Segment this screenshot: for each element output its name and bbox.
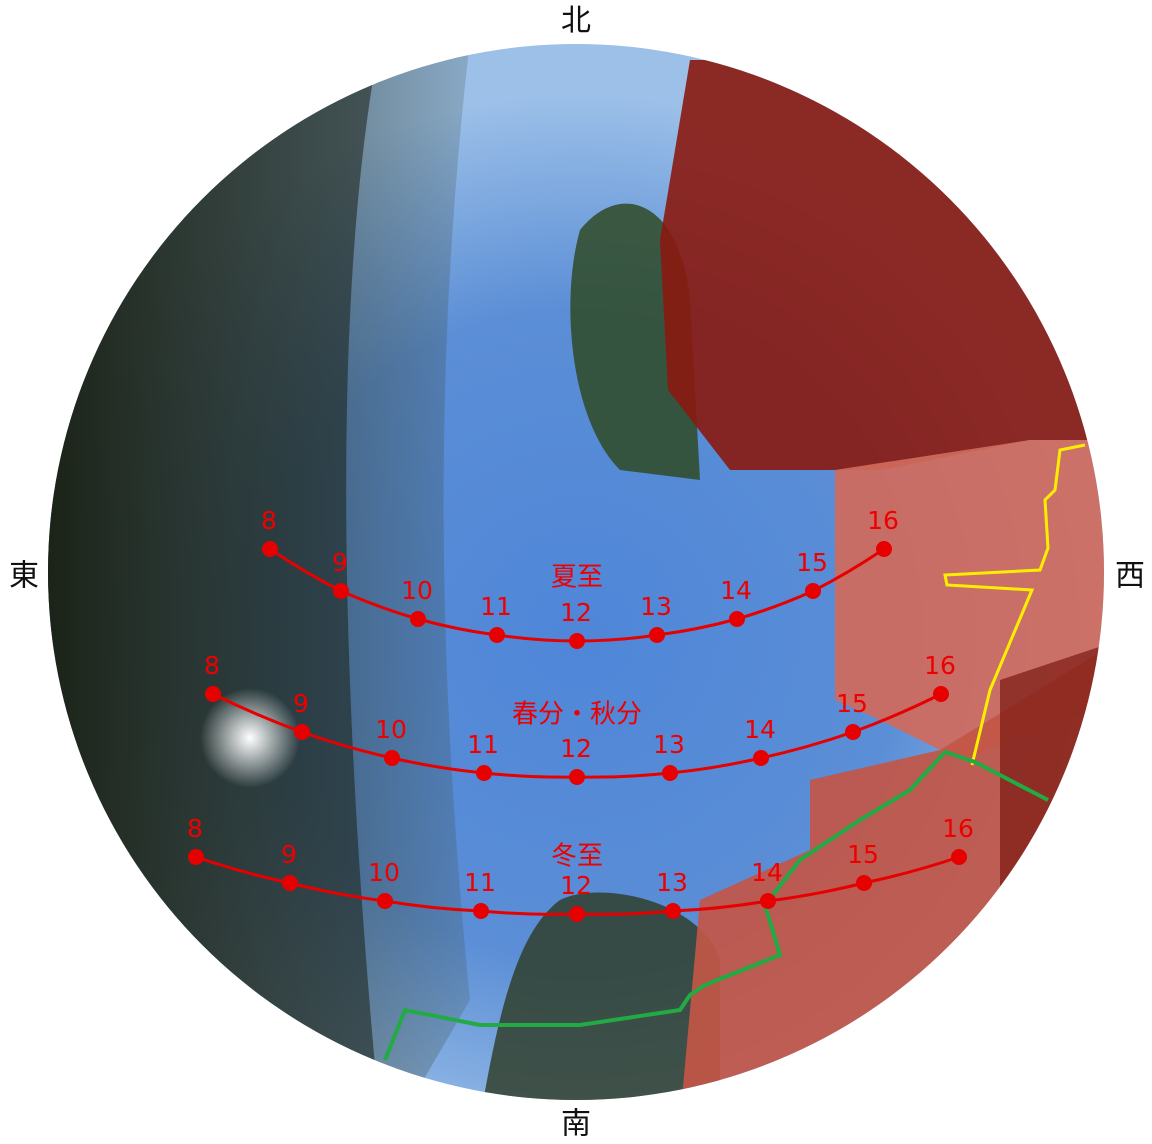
season-label: 春分・秋分 bbox=[512, 700, 642, 730]
hour-label: 16 bbox=[924, 651, 956, 680]
compass-south: 南 bbox=[561, 1107, 591, 1142]
hour-dot bbox=[569, 906, 585, 922]
hour-dot bbox=[333, 583, 349, 599]
hour-label: 13 bbox=[640, 592, 672, 621]
hour-dot bbox=[876, 541, 892, 557]
compass-west: 西 bbox=[1115, 559, 1145, 594]
hour-label: 9 bbox=[281, 840, 297, 869]
season-label: 夏至 bbox=[551, 563, 603, 593]
hour-label: 11 bbox=[467, 730, 499, 759]
hour-label: 14 bbox=[751, 858, 783, 887]
hour-label: 16 bbox=[867, 506, 899, 535]
hour-dot bbox=[729, 611, 745, 627]
hour-dot bbox=[753, 750, 769, 766]
hour-label: 12 bbox=[560, 734, 592, 763]
sun-paths: 夏至 8 9 10 11 12 13 14 15 16 春分・秋分 8 9 10 11 12 13 14 15 16 冬… bbox=[187, 506, 974, 922]
hour-dot bbox=[951, 849, 967, 865]
hour-dot bbox=[188, 849, 204, 865]
hour-dot bbox=[665, 903, 681, 919]
hour-label: 10 bbox=[368, 858, 400, 887]
hour-dot bbox=[205, 686, 221, 702]
hour-label: 11 bbox=[464, 868, 496, 897]
hour-label: 15 bbox=[847, 840, 879, 869]
hour-dot bbox=[569, 633, 585, 649]
hour-label: 15 bbox=[836, 689, 868, 718]
hour-dot bbox=[760, 893, 776, 909]
hour-label: 10 bbox=[375, 715, 407, 744]
compass-east: 東 bbox=[9, 559, 39, 594]
fisheye-photo bbox=[48, 44, 1104, 1100]
hour-dot bbox=[933, 686, 949, 702]
season-label: 冬至 bbox=[551, 842, 603, 872]
hour-dot bbox=[569, 769, 585, 785]
hour-dot bbox=[856, 875, 872, 891]
hour-dot bbox=[262, 541, 278, 557]
hour-label: 11 bbox=[480, 592, 512, 621]
hour-label: 14 bbox=[720, 576, 752, 605]
hour-label: 9 bbox=[332, 548, 348, 577]
hour-dot bbox=[473, 903, 489, 919]
hour-label: 12 bbox=[560, 871, 592, 900]
hour-dot bbox=[845, 724, 861, 740]
hour-dot bbox=[410, 611, 426, 627]
hour-label: 9 bbox=[293, 689, 309, 718]
hour-label: 15 bbox=[796, 548, 828, 577]
hour-dot bbox=[294, 724, 310, 740]
hour-dot bbox=[384, 750, 400, 766]
hour-label: 13 bbox=[656, 868, 688, 897]
hour-dot bbox=[377, 893, 393, 909]
hour-dot bbox=[662, 765, 678, 781]
hour-label: 8 bbox=[204, 651, 220, 680]
hour-dot bbox=[476, 765, 492, 781]
compass-north: 北 bbox=[561, 4, 591, 39]
hour-dot bbox=[649, 627, 665, 643]
hour-label: 16 bbox=[942, 814, 974, 843]
hour-label: 8 bbox=[261, 506, 277, 535]
hour-label: 13 bbox=[653, 730, 685, 759]
hour-label: 12 bbox=[560, 598, 592, 627]
hour-label: 10 bbox=[401, 576, 433, 605]
hour-dot bbox=[805, 583, 821, 599]
hour-dot bbox=[489, 627, 505, 643]
hour-dot bbox=[282, 875, 298, 891]
hour-label: 8 bbox=[187, 814, 203, 843]
hour-label: 14 bbox=[744, 715, 776, 744]
